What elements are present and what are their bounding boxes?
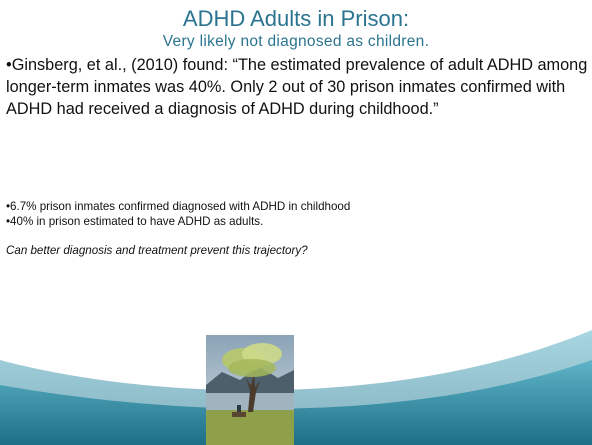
question: Can better diagnosis and treatment preve… [6, 244, 308, 257]
subtitle: Very likely not diagnosed as children. [162, 33, 430, 50]
title: ADHD Adults in Prison: [182, 6, 410, 31]
swoosh [0, 360, 592, 445]
paragraph: •Ginsberg, et al., (2010) found: “The es… [6, 56, 588, 118]
bullet: •40% in prison estimated to have ADHD as… [6, 215, 264, 228]
photo [206, 335, 294, 445]
bullet: •6.7% prison inmates confirmed diagnosed… [6, 200, 351, 213]
